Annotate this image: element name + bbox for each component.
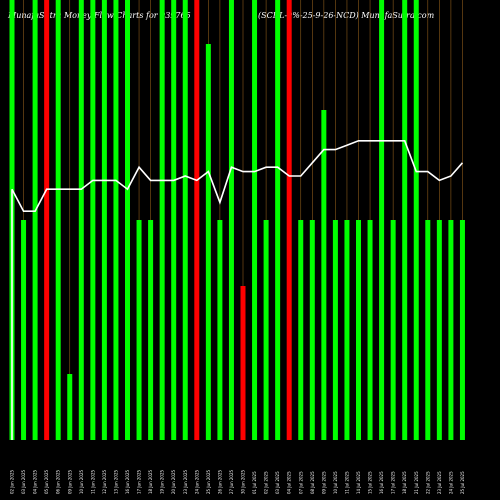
bar	[217, 220, 223, 440]
bar	[344, 220, 350, 440]
x-tick-label: 27 Jun 2025	[229, 469, 234, 494]
x-tick-label: 17 Jun 2025	[137, 469, 142, 494]
bar	[67, 374, 73, 440]
x-tick-label: 20 Jun 2025	[171, 469, 176, 494]
x-tick-label: 26 Jun 2025	[217, 469, 222, 494]
x-tick-label: 05 Jun 2025	[44, 469, 49, 494]
bar	[275, 0, 281, 440]
x-tick-label: 12 Jun 2025	[102, 469, 107, 494]
bar	[298, 220, 304, 440]
x-tick-label: 03 Jun 2025	[21, 469, 26, 494]
bar	[205, 44, 211, 440]
bar	[263, 220, 269, 440]
x-tick-label: 02 Jul 2025	[264, 471, 269, 494]
x-tick-label: 04 Jul 2025	[287, 471, 292, 494]
x-tick-label: 07 Jul 2025	[298, 471, 303, 494]
bar	[90, 0, 96, 440]
x-tick-label: 22 Jul 2025	[425, 471, 430, 494]
bar	[356, 220, 361, 440]
x-tick-label: 18 Jul 2025	[402, 471, 407, 494]
x-tick-label: 01 Jul 2025	[252, 471, 257, 494]
x-tick-label: 10 Jun 2025	[79, 469, 84, 494]
x-tick-label: 21 Jul 2025	[414, 471, 419, 494]
bar	[252, 0, 258, 440]
bar	[44, 0, 50, 440]
x-tick-label: 02 Jun 2025	[10, 469, 15, 494]
bar	[182, 0, 188, 440]
bar	[459, 220, 465, 440]
x-tick-label: 16 Jul 2025	[379, 471, 384, 494]
money-flow-line	[11, 140, 464, 440]
chart-title-right: (SCDL-9%-25-9-26-NCD) MunafaSutra.com	[258, 11, 435, 20]
bar	[332, 220, 338, 440]
x-tick-label: 16 Jun 2025	[125, 469, 130, 494]
x-tick-label: 15 Jul 2025	[368, 471, 373, 494]
bar	[21, 220, 27, 440]
bar	[113, 0, 119, 440]
bar	[171, 0, 177, 440]
x-tick-label: 25 Jun 2025	[206, 469, 211, 494]
x-tick-label: 25 Jul 2025	[460, 471, 465, 494]
bar	[78, 0, 84, 440]
x-tick-label: 19 Jun 2025	[160, 469, 165, 494]
x-tick-label: 08 Jul 2025	[310, 471, 315, 494]
bar	[228, 0, 234, 440]
x-tick-label: 03 Jul 2025	[275, 471, 280, 494]
x-tick-label: 10 Jul 2025	[333, 471, 338, 494]
bar	[194, 0, 200, 440]
x-tick-label: 09 Jun 2025	[67, 469, 72, 494]
x-tick-label: 14 Jul 2025	[356, 471, 361, 494]
bar	[240, 286, 246, 440]
x-tick-label: 24 Jun 2025	[194, 469, 199, 494]
bar	[101, 0, 107, 440]
bar	[148, 220, 154, 440]
bar	[55, 0, 61, 440]
x-tick-label: 23 Jul 2025	[437, 471, 442, 494]
bar	[402, 0, 408, 440]
x-tick-label: 17 Jul 2025	[391, 471, 396, 494]
x-tick-label: 18 Jun 2025	[148, 469, 153, 494]
bar	[321, 110, 327, 440]
bar	[125, 0, 130, 440]
chart-title-left: MunafaSutra Money Flow Charts for 939765	[8, 11, 191, 20]
bar	[309, 220, 315, 440]
bar	[413, 0, 419, 440]
x-tick-label: 24 Jul 2025	[448, 471, 453, 494]
bar	[379, 0, 385, 440]
bar	[286, 0, 292, 440]
bar	[32, 0, 38, 440]
bar	[390, 220, 396, 440]
x-tick-label: 04 Jun 2025	[33, 469, 38, 494]
bar	[436, 220, 442, 440]
bar	[425, 220, 431, 440]
x-tick-label: 30 Jun 2025	[241, 469, 246, 494]
bar	[136, 220, 142, 440]
x-tick-label: 11 Jul 2025	[344, 471, 349, 494]
x-tick-label: 09 Jul 2025	[321, 471, 326, 494]
x-tick-label: 06 Jun 2025	[56, 469, 61, 494]
x-tick-label: 23 Jun 2025	[183, 469, 188, 494]
x-tick-label: 13 Jun 2025	[113, 469, 118, 494]
bar	[367, 220, 373, 440]
bar	[448, 220, 454, 440]
bar	[159, 0, 165, 440]
x-tick-label: 11 Jun 2025	[90, 469, 95, 494]
